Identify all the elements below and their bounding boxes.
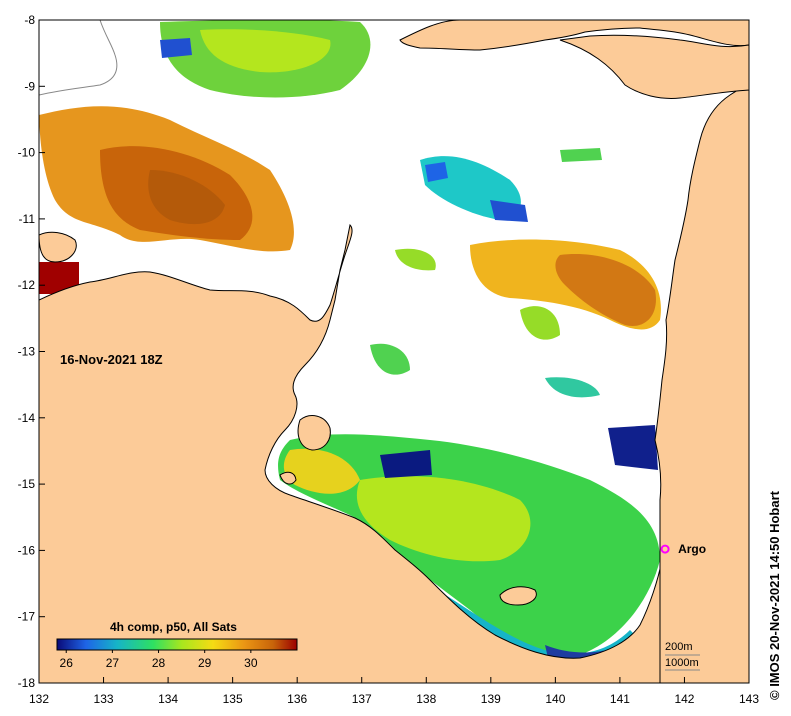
argo-label: Argo	[678, 542, 706, 556]
argo-marker: Argo	[660, 542, 706, 556]
lat-tick-label: -13	[18, 345, 36, 359]
longitude-axis: 132 133 134 135 136 137 138 139 140 141 142 143	[29, 677, 759, 706]
lat-tick-label: -17	[18, 610, 36, 624]
lat-tick-label: -11	[19, 212, 36, 226]
sst-field	[39, 20, 661, 664]
lat-tick-label: -18	[18, 676, 36, 690]
lat-tick-label: -8	[24, 13, 35, 27]
lon-tick-label: 134	[158, 692, 178, 706]
contour-legend: 200m 1000m	[665, 641, 700, 671]
lon-tick-label: 136	[287, 692, 307, 706]
colorbar-tick-label: 27	[106, 656, 120, 670]
depth-contour	[39, 20, 118, 96]
lon-tick-label: 143	[739, 692, 759, 706]
lon-tick-label: 138	[416, 692, 436, 706]
lon-tick-label: 137	[352, 692, 372, 706]
colorbar-title: 4h comp, p50, All Sats	[110, 620, 237, 634]
colorbar-gradient	[56, 638, 298, 651]
lat-tick-label: -10	[18, 146, 36, 160]
lon-tick-label: 141	[610, 692, 630, 706]
colorbar: 4h comp, p50, All Sats 26 27 28 29 30	[56, 620, 298, 670]
land	[39, 20, 749, 683]
contour-1000m-label: 1000m	[665, 657, 699, 669]
lon-tick-label: 142	[674, 692, 694, 706]
lon-tick-label: 132	[29, 692, 49, 706]
colorbar-tick-label: 30	[244, 656, 258, 670]
lon-tick-label: 133	[94, 692, 114, 706]
colorbar-tick-label: 28	[152, 656, 166, 670]
lon-tick-label: 139	[481, 692, 501, 706]
lat-tick-label: -9	[24, 79, 35, 93]
contour-200m-label: 200m	[665, 641, 693, 653]
lon-tick-label: 140	[545, 692, 565, 706]
lat-tick-label: -16	[18, 543, 36, 557]
lat-tick-label: -15	[18, 477, 36, 491]
colorbar-tick-label: 26	[60, 656, 74, 670]
latitude-axis: -8 -9 -10 -11 -12 -13 -14 -15 -16 -17 -18	[18, 13, 45, 690]
lat-tick-label: -14	[18, 411, 36, 425]
credit-text: © IMOS 20-Nov-2021 14:50 Hobart	[767, 490, 782, 700]
colorbar-tick-label: 29	[198, 656, 212, 670]
lon-tick-label: 135	[223, 692, 243, 706]
date-label: 16-Nov-2021 18Z	[60, 352, 163, 367]
lat-tick-label: -12	[18, 278, 36, 292]
